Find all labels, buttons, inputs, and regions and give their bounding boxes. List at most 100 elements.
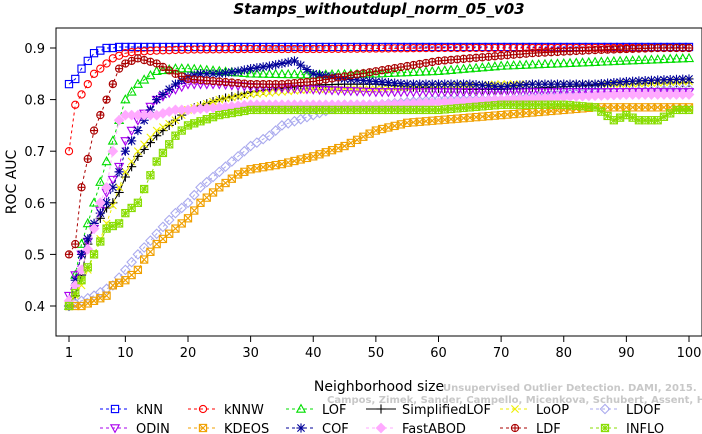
point-knnw [284, 44, 293, 54]
point-inflo [158, 148, 168, 158]
point-ldof [301, 111, 313, 123]
series-line-kdeos [69, 106, 689, 307]
point-inflo [83, 263, 92, 272]
legend-marker-fastabod [375, 422, 387, 434]
series-kdeos [64, 103, 694, 311]
point-ldf [77, 183, 86, 192]
point-kdeos [146, 247, 155, 256]
point-lof [458, 63, 469, 73]
point-knnw [365, 44, 374, 53]
point-lof [408, 66, 419, 77]
point-inflo [597, 107, 606, 116]
point-knnw [127, 47, 136, 57]
point-knnw [403, 44, 412, 53]
point-knnw [484, 43, 493, 53]
point-cof [289, 56, 300, 66]
point-ldof [264, 130, 275, 142]
point-lof [658, 53, 670, 64]
point-loop [146, 133, 155, 142]
point-knnw [453, 43, 462, 53]
point-lof [671, 53, 682, 63]
point-lof [508, 60, 519, 70]
point-ldof [188, 189, 200, 201]
point-loop [252, 89, 261, 98]
x-tick-label-70: 70 [493, 346, 510, 361]
point-knnw [83, 79, 92, 89]
point-cof [421, 79, 431, 89]
point-lof [546, 58, 557, 68]
legend-label-ldof: LDOF [626, 403, 661, 418]
point-loop [152, 126, 161, 135]
x-tick-label-40: 40 [305, 346, 322, 361]
point-ldof [295, 113, 307, 125]
point-lof [289, 68, 300, 79]
legend-label-kdeos: KDEOS [224, 422, 269, 434]
point-ldof [151, 228, 163, 240]
point-inflo [77, 276, 86, 285]
point-cof [152, 95, 162, 105]
point-cof [302, 64, 312, 75]
point-odin [107, 175, 118, 186]
legend-item-inflo: INFLO [590, 422, 664, 434]
point-fastabod [113, 114, 125, 126]
point-lof [251, 68, 263, 78]
point-knnw [233, 44, 243, 54]
point-ldof [289, 115, 300, 127]
point-simplifiedlof [120, 172, 130, 182]
point-lof [652, 54, 663, 64]
point-ldof [138, 242, 150, 253]
point-ldf [114, 64, 124, 73]
point-ldof [201, 176, 213, 188]
point-lof [389, 67, 400, 77]
point-knnw [252, 44, 262, 54]
point-knnw [352, 44, 362, 53]
point-cof [509, 81, 519, 91]
point-knnw [296, 44, 305, 54]
point-kdeos [133, 265, 143, 275]
point-lof [627, 55, 638, 65]
point-knnw [171, 45, 180, 55]
point-ldf [684, 43, 694, 53]
point-inflo [96, 237, 105, 246]
point-knnw [146, 46, 155, 56]
point-cof [158, 89, 168, 100]
point-knnw [165, 46, 174, 55]
point-ldof [176, 202, 188, 214]
point-loop [140, 140, 149, 149]
point-lof [445, 64, 457, 74]
point-cof [214, 69, 224, 79]
legend-marker-knnw [198, 404, 208, 414]
point-cof [252, 63, 262, 73]
point-lof [621, 55, 632, 65]
legend-label-fastabod: FastABOD [402, 422, 466, 434]
point-loop [165, 119, 174, 128]
point-knnw [202, 45, 211, 54]
point-ldof [276, 120, 288, 131]
point-lof [76, 238, 87, 248]
point-lof [539, 58, 551, 69]
point-lof [527, 59, 538, 69]
point-loop [133, 147, 142, 156]
legend-marker-ldof [599, 403, 611, 415]
point-lof [677, 53, 688, 63]
point-simplifiedlof [139, 144, 149, 155]
point-odin [326, 86, 338, 96]
series-line-ldof [68, 88, 690, 307]
point-knnw [346, 44, 355, 53]
legend-label-ldf: LDF [536, 422, 561, 434]
legend: kNN kNNW LOF SimplifiedLOF LoOP LDOF ODIN KDEOS… [100, 403, 664, 434]
point-knnw [77, 90, 86, 99]
point-lof [464, 63, 475, 73]
point-knnw [89, 69, 99, 78]
point-lof [633, 54, 645, 65]
point-cof [540, 79, 550, 89]
legend-item-loop: LoOP [500, 403, 569, 418]
point-odin [333, 86, 344, 96]
legend-item-cof: COF [286, 422, 349, 434]
point-lof [502, 60, 513, 70]
legend-item-ldf: LDF [500, 422, 561, 434]
x-tick-label-90: 90 [618, 346, 635, 361]
point-cof [496, 82, 506, 92]
point-odin [126, 126, 137, 137]
point-knnw [371, 44, 381, 53]
